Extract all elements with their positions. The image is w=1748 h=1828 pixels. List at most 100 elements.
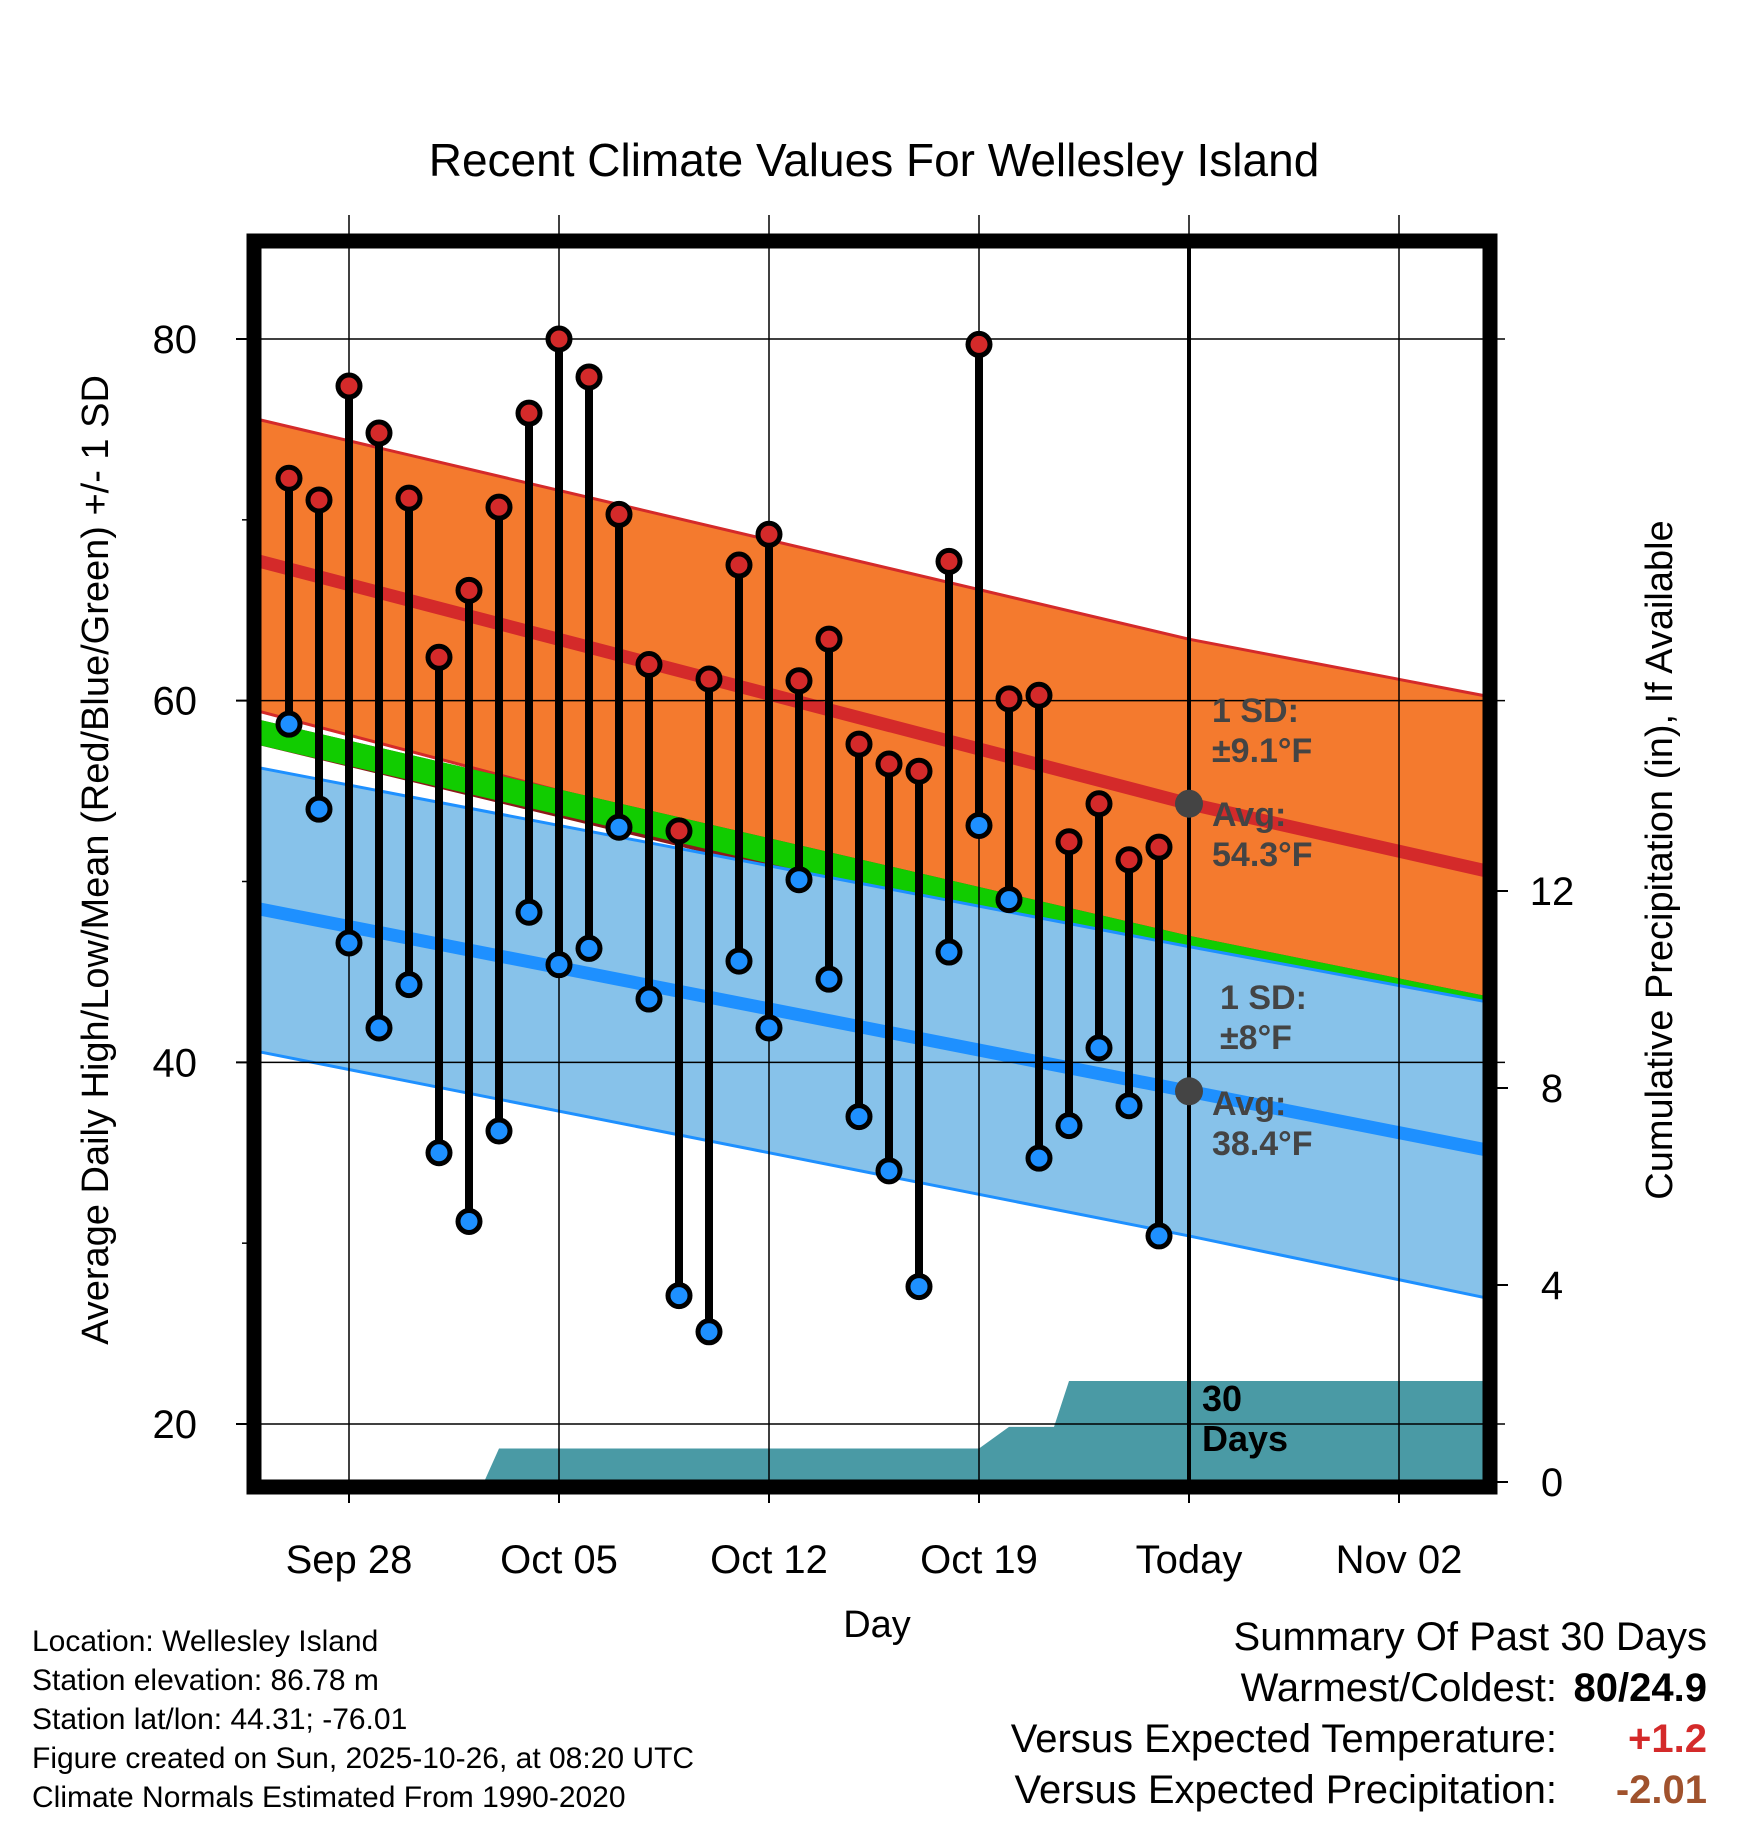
- high-point: [455, 576, 483, 604]
- high-sd-label-line-1: 1 SD:: [1212, 692, 1299, 730]
- y2-tick-label: 0: [1541, 1461, 1563, 1505]
- low-point: [365, 1014, 393, 1042]
- high-point: [905, 757, 933, 785]
- high-point: [1025, 681, 1053, 709]
- footer-location: Location: Wellesley Island: [32, 1625, 379, 1658]
- low-point: [1055, 1112, 1083, 1140]
- low-point: [665, 1282, 693, 1310]
- low-point: [755, 1014, 783, 1042]
- precip-area: [484, 1381, 1483, 1480]
- y2-tick-label: 12: [1530, 870, 1575, 914]
- low-point: [875, 1157, 903, 1185]
- precip-days-label-line-2: Days: [1202, 1418, 1288, 1459]
- low-point: [1115, 1092, 1143, 1120]
- station-info: Location: Wellesley Island Station eleva…: [32, 1622, 694, 1817]
- high-avg-marker: [1175, 789, 1203, 818]
- low-point: [605, 813, 633, 841]
- low-point: [1025, 1144, 1053, 1172]
- x-tick-label: Sep 28: [286, 1538, 413, 1582]
- warmest-coldest-label: Warmest/Coldest:: [1240, 1666, 1557, 1710]
- low-point: [1145, 1222, 1173, 1250]
- high-point: [725, 551, 753, 579]
- temp-anomaly-value: +1.2: [1628, 1717, 1707, 1761]
- precip-anomaly-value: -2.01: [1615, 1768, 1707, 1812]
- precip-days-label-line-1: 30: [1202, 1378, 1242, 1419]
- summary-row-temp: Versus Expected Temperature: +1.2: [1011, 1714, 1707, 1765]
- high-point: [575, 363, 603, 391]
- high-point: [395, 484, 423, 512]
- low-point: [695, 1318, 723, 1346]
- footer-latlon: Station lat/lon: 44.31; -76.01: [32, 1703, 408, 1736]
- low-sd-label-line-1: 1 SD:: [1220, 979, 1307, 1017]
- y-tick-label: 60: [153, 680, 198, 724]
- high-point: [545, 325, 573, 353]
- plot-frame: [246, 233, 1498, 1495]
- high-point: [1085, 790, 1113, 818]
- low-sd-label-line-2: ±8°F: [1220, 1019, 1292, 1057]
- low-point: [965, 811, 993, 839]
- high-point: [695, 665, 723, 693]
- summary-row-warmest: Warmest/Coldest: 80/24.9: [1011, 1663, 1707, 1714]
- x-tick-label: Nov 02: [1336, 1538, 1463, 1582]
- high-point: [275, 464, 303, 492]
- high-point: [815, 625, 843, 653]
- high-point: [875, 750, 903, 778]
- summary-panel: Summary Of Past 30 Days Warmest/Coldest:…: [1011, 1612, 1707, 1816]
- footer-normals: Climate Normals Estimated From 1990-2020: [32, 1781, 626, 1814]
- high-point: [305, 486, 333, 514]
- y2-tick-label: 4: [1541, 1264, 1563, 1308]
- low-point: [725, 947, 753, 975]
- high-point: [935, 547, 963, 575]
- low-avg-marker: [1175, 1077, 1203, 1106]
- y2-axis-label: Cumulative Precipitation (in), If Availa…: [1639, 520, 1681, 1199]
- high-point: [1115, 846, 1143, 874]
- x-tick-label: Oct 12: [710, 1538, 828, 1582]
- x-axis-label: Day: [843, 1604, 911, 1646]
- x-tick-label: Oct 19: [920, 1538, 1038, 1582]
- y-axis-label: Average Daily High/Low/Mean (Red/Blue/Gr…: [75, 375, 117, 1345]
- low-point: [845, 1103, 873, 1131]
- low-point: [515, 898, 543, 926]
- high-point: [605, 500, 633, 528]
- high-point: [515, 399, 543, 427]
- low-point: [275, 710, 303, 738]
- low-point: [785, 866, 813, 894]
- low-point: [635, 985, 663, 1013]
- low-point: [485, 1117, 513, 1145]
- high-point: [365, 419, 393, 447]
- x-tick-label: Oct 05: [500, 1538, 618, 1582]
- summary-row-precip: Versus Expected Precipitation: -2.01: [1011, 1765, 1707, 1816]
- high-sd-label-line-2: ±9.1°F: [1212, 732, 1312, 770]
- high-avg-label-line-1: Avg:: [1212, 796, 1286, 834]
- low-point: [905, 1273, 933, 1301]
- high-point: [1055, 828, 1083, 856]
- high-point: [785, 667, 813, 695]
- x-tick-label: Today: [1136, 1538, 1243, 1582]
- low-point: [395, 971, 423, 999]
- precip-anomaly-label: Versus Expected Precipitation:: [1014, 1768, 1557, 1812]
- low-point: [1085, 1034, 1113, 1062]
- low-point: [575, 934, 603, 962]
- low-point: [425, 1139, 453, 1167]
- low-point: [995, 886, 1023, 914]
- high-point: [335, 372, 363, 400]
- y2-tick-label: 8: [1541, 1067, 1563, 1111]
- warmest-coldest-value: 80/24.9: [1573, 1666, 1707, 1710]
- low-point: [935, 938, 963, 966]
- y-tick-label: 80: [153, 318, 198, 362]
- high-avg-label-line-2: 54.3°F: [1212, 836, 1313, 874]
- high-point: [995, 685, 1023, 713]
- low-point: [815, 965, 843, 993]
- temp-anomaly-label: Versus Expected Temperature:: [1010, 1717, 1557, 1761]
- chart-title: Recent Climate Values For Wellesley Isla…: [429, 134, 1320, 186]
- y-tick-label: 40: [153, 1041, 198, 1085]
- high-point: [965, 330, 993, 358]
- low-avg-label-line-1: Avg:: [1212, 1085, 1286, 1123]
- high-point: [425, 643, 453, 671]
- high-point: [1145, 833, 1173, 861]
- y-tick-label: 20: [153, 1403, 198, 1447]
- low-point: [335, 929, 363, 957]
- high-point: [635, 651, 663, 678]
- low-point: [455, 1207, 483, 1235]
- low-point: [545, 951, 573, 979]
